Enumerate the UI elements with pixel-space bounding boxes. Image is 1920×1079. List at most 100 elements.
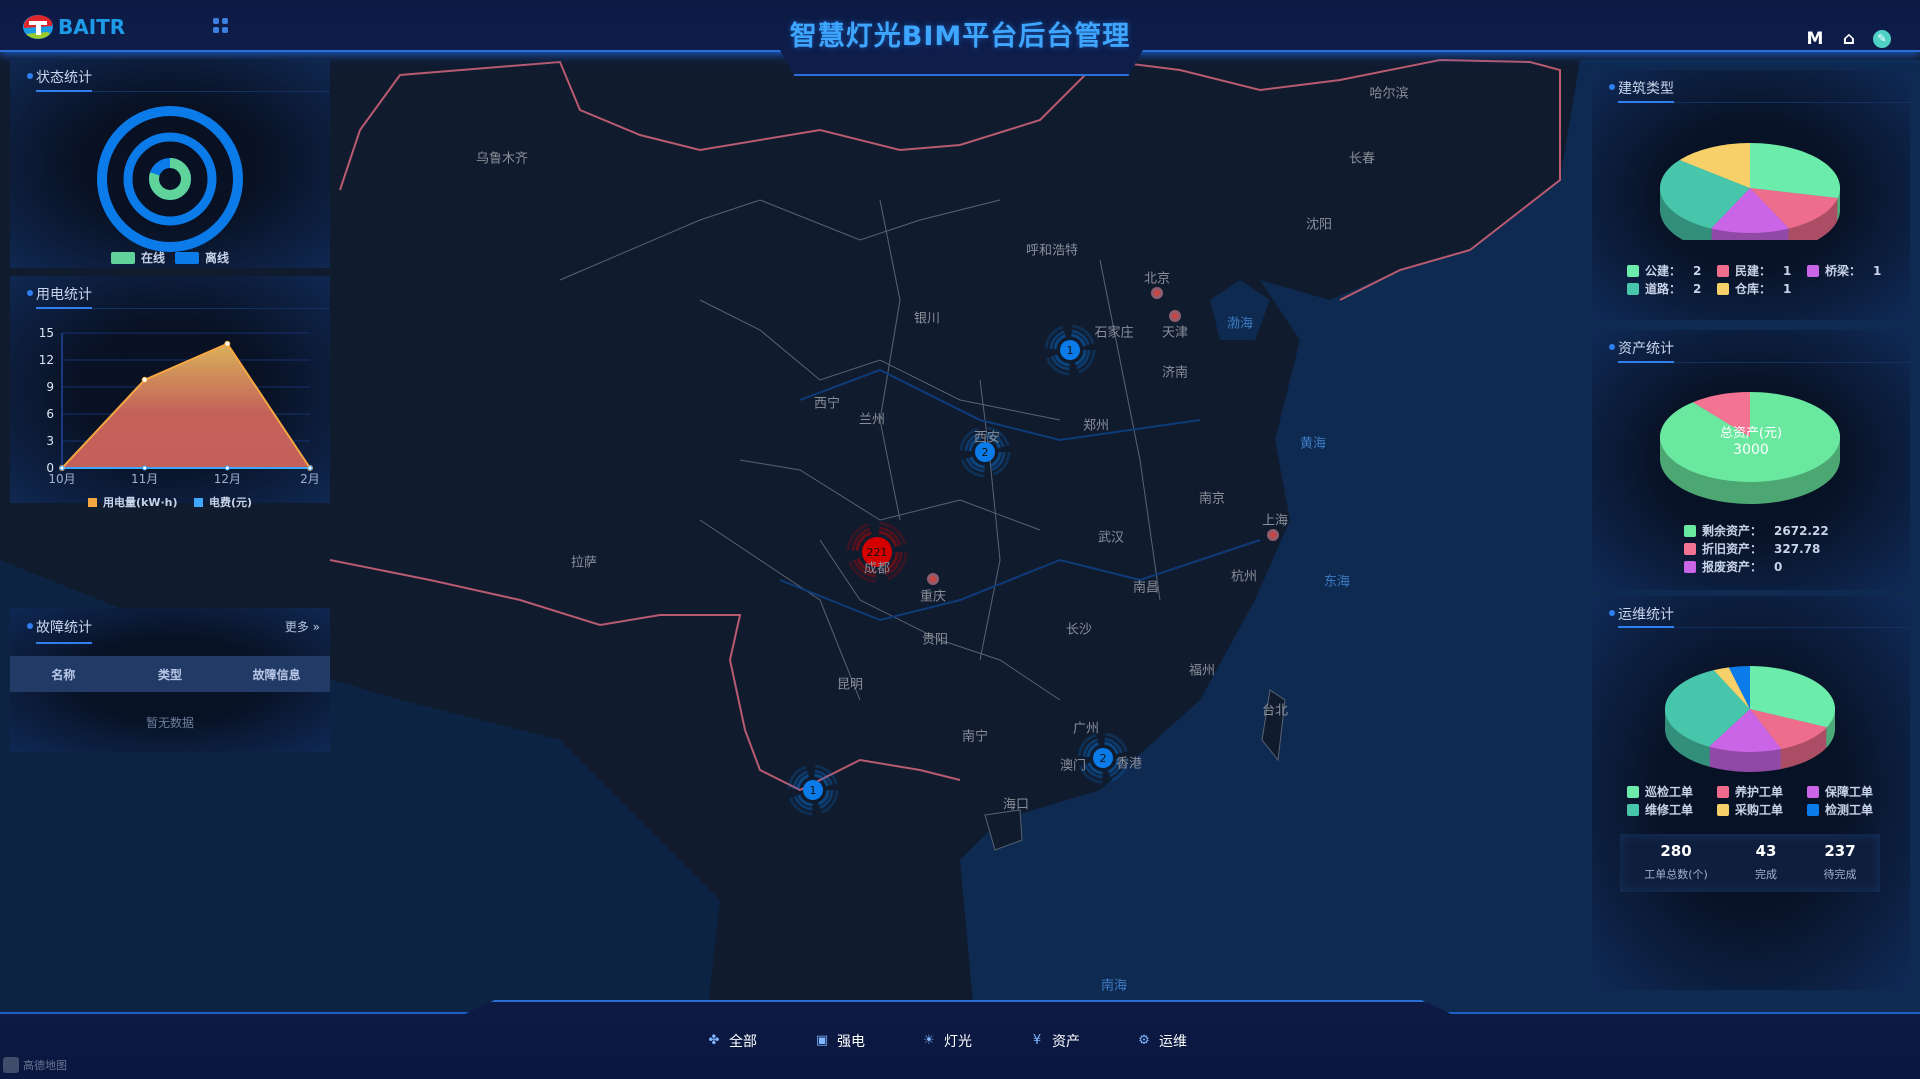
city-label: 台北 [1261, 703, 1289, 719]
cluster-marker[interactable]: 1 [787, 764, 839, 816]
legend-cost[interactable]: 电费(元) [194, 494, 252, 510]
legend-online[interactable]: 在线 [111, 249, 165, 266]
building-slice[interactable] [1750, 188, 1838, 229]
legend-item[interactable]: 剩余资产： 2672.22 [1684, 522, 1829, 539]
cost-point[interactable] [224, 465, 230, 471]
legend-item[interactable]: 公建： 2 [1627, 262, 1701, 279]
home-icon[interactable]: ⌂ [1842, 29, 1856, 49]
fault-table-header: 名称 类型 故障信息 [10, 656, 330, 692]
title-underline [36, 642, 92, 644]
legend-offline[interactable]: 离线 [175, 249, 229, 266]
panel-title: 资产统计 [1609, 338, 1674, 358]
city-label: 郑州 [1082, 418, 1110, 434]
nav-label: 灯光 [944, 1034, 972, 1050]
legend-swatch [1717, 264, 1729, 277]
map-logo-icon [3, 1057, 19, 1073]
ops-slice[interactable] [1728, 666, 1750, 709]
nav-assets[interactable]: ¥ 资产 [1030, 1031, 1080, 1051]
city-label: 重庆 [919, 589, 947, 605]
legend-item[interactable]: 巡检工单 [1627, 783, 1693, 800]
legend-item[interactable]: 折旧资产： 327.78 [1684, 540, 1820, 557]
user-avatar-icon[interactable]: ✎ [1873, 30, 1891, 48]
legend-swatch [1717, 803, 1729, 816]
city-label: 银川 [913, 311, 941, 327]
more-link[interactable]: 更多 » [285, 618, 320, 635]
cluster-marker[interactable]: 221 [846, 521, 908, 583]
ops-slice[interactable] [1665, 670, 1750, 747]
cost-point[interactable] [307, 465, 313, 471]
city-label: 呼和浩特 [1025, 243, 1079, 259]
empty-state: 暂无数据 [145, 716, 194, 730]
status-panel: 状态统计 在线 离线 [10, 59, 330, 268]
building-slice[interactable] [1750, 143, 1840, 199]
cluster-marker[interactable]: 2 [1077, 732, 1129, 784]
legend-swatch [1717, 282, 1729, 295]
legend-item[interactable]: 维修工单 [1627, 801, 1693, 818]
ops-slice[interactable] [1713, 667, 1750, 709]
sea-label: 东海 [1323, 574, 1351, 590]
legend-swatch [1627, 803, 1639, 816]
location-marker[interactable] [1151, 287, 1163, 299]
legend-item[interactable]: 采购工单 [1717, 801, 1783, 818]
ops-slice[interactable] [1750, 666, 1835, 728]
nav-label: 运维 [1159, 1034, 1187, 1050]
legend-item[interactable]: 民建： 1 [1717, 262, 1791, 279]
cluster-marker[interactable]: 1 [1044, 324, 1096, 376]
legend-item[interactable]: 仓库： 1 [1717, 280, 1791, 297]
legend-item[interactable]: 桥梁： 1 [1807, 262, 1881, 279]
usage-point[interactable] [141, 376, 148, 383]
legend-label: 养护工单 [1735, 785, 1784, 799]
cost-point[interactable] [142, 465, 148, 471]
ops-slice[interactable] [1750, 709, 1827, 749]
city-label: 上海 [1261, 513, 1289, 529]
island-taiwan [1261, 689, 1286, 762]
legend-label: 采购工单 [1735, 803, 1784, 817]
cluster-count: 221 [867, 546, 888, 559]
grid-menu-icon[interactable] [213, 18, 228, 33]
cluster-marker[interactable]: 2 [959, 426, 1011, 478]
column-type[interactable]: 类型 [158, 667, 183, 682]
page-title: 智慧灯光BIM平台后台管理 [789, 21, 1131, 52]
ops-slice[interactable] [1709, 709, 1782, 752]
legend-item[interactable]: 养护工单 [1717, 783, 1783, 800]
legend-item[interactable]: 道路： 2 [1627, 280, 1701, 297]
building-slice[interactable] [1679, 143, 1750, 188]
city-label: 济南 [1161, 365, 1189, 381]
panel-title: 建筑类型 [1609, 78, 1674, 98]
stat-total: 280 工单总数(个) [1626, 842, 1726, 882]
column-name[interactable]: 名称 [51, 667, 76, 682]
nav-lighting[interactable]: ☀ 灯光 [922, 1031, 972, 1051]
building-slice[interactable] [1660, 159, 1750, 229]
cluster-count: 1 [810, 784, 817, 797]
national-border-sw [329, 559, 961, 792]
legend-value: 327.78 [1774, 541, 1821, 556]
legend-label: 电费(元) [209, 496, 253, 509]
usage-point[interactable] [224, 340, 231, 347]
legend-usage[interactable]: 用电量(kW·h) [88, 494, 178, 510]
more-label: 更多 [284, 620, 309, 634]
nav-power[interactable]: ▣ 强电 [815, 1031, 865, 1051]
location-marker[interactable] [1169, 310, 1181, 322]
title-underline [1618, 101, 1674, 103]
legend-item[interactable]: 检测工单 [1807, 801, 1873, 818]
sea-label: 南海 [1100, 978, 1128, 994]
title-underline [36, 90, 92, 92]
location-marker[interactable] [927, 573, 939, 585]
legend-value: 1 [1873, 263, 1882, 278]
asset-slice[interactable] [1692, 392, 1750, 437]
usage-area [62, 343, 310, 468]
column-fault-info[interactable]: 故障信息 [252, 667, 301, 682]
mail-icon[interactable]: M [1806, 29, 1824, 49]
nav-ops[interactable]: ⚙ 运维 [1137, 1031, 1187, 1051]
legend-item[interactable]: 报废资产： 0 [1684, 558, 1782, 575]
legend-item[interactable]: 保障工单 [1807, 783, 1873, 800]
nav-all[interactable]: ✤ 全部 [707, 1031, 757, 1051]
legend-swatch [1627, 264, 1639, 277]
city-label: 昆明 [836, 677, 864, 693]
building-slice[interactable] [1710, 188, 1790, 233]
city-label: 天津 [1161, 325, 1189, 341]
panel-title: 状态统计 [27, 67, 92, 87]
legend-swatch [1717, 785, 1729, 798]
location-marker[interactable] [1267, 529, 1279, 541]
cost-point[interactable] [59, 465, 65, 471]
